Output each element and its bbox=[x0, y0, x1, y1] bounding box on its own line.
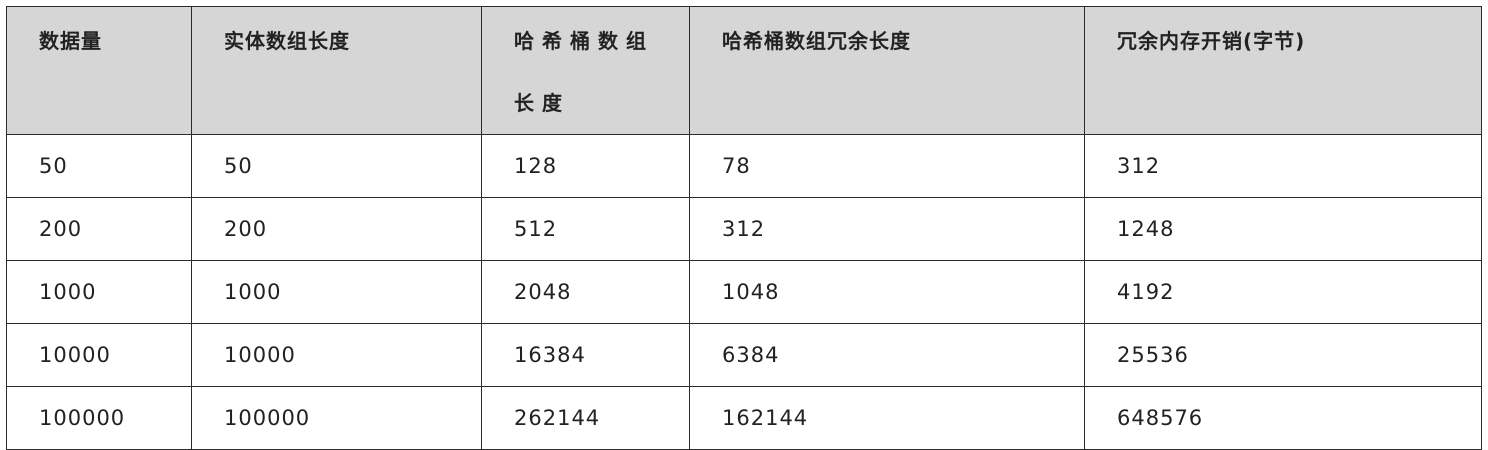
cell-redundant-memory-overhead: 648576 bbox=[1084, 386, 1482, 450]
cell-hash-bucket-redundant-length: 312 bbox=[689, 197, 1085, 261]
header-data-volume: 数据量 bbox=[6, 6, 192, 135]
table-row: 200 200 512 312 1248 bbox=[6, 197, 1482, 261]
table-row: 1000 1000 2048 1048 4192 bbox=[6, 260, 1482, 324]
cell-hash-bucket-redundant-length: 1048 bbox=[689, 260, 1085, 324]
cell-data-volume: 200 bbox=[6, 197, 192, 261]
cell-entity-array-length: 100000 bbox=[191, 386, 482, 450]
table-header: 数据量 实体数组长度 哈希桶数组长度 哈希桶数组冗余长度 冗余内存开销(字节) bbox=[6, 6, 1482, 135]
cell-hash-bucket-array-length: 2048 bbox=[481, 260, 690, 324]
cell-hash-bucket-array-length: 262144 bbox=[481, 386, 690, 450]
data-table: 数据量 实体数组长度 哈希桶数组长度 哈希桶数组冗余长度 冗余内存开销(字节) … bbox=[6, 6, 1482, 450]
cell-hash-bucket-array-length: 512 bbox=[481, 197, 690, 261]
table-row: 50 50 128 78 312 bbox=[6, 134, 1482, 198]
cell-redundant-memory-overhead: 312 bbox=[1084, 134, 1482, 198]
header-redundant-memory-overhead: 冗余内存开销(字节) bbox=[1084, 6, 1482, 135]
header-entity-array-length: 实体数组长度 bbox=[191, 6, 482, 135]
cell-data-volume: 10000 bbox=[6, 323, 192, 387]
cell-hash-bucket-array-length: 128 bbox=[481, 134, 690, 198]
cell-hash-bucket-redundant-length: 6384 bbox=[689, 323, 1085, 387]
header-row: 数据量 实体数组长度 哈希桶数组长度 哈希桶数组冗余长度 冗余内存开销(字节) bbox=[6, 6, 1482, 135]
cell-hash-bucket-array-length: 16384 bbox=[481, 323, 690, 387]
cell-entity-array-length: 1000 bbox=[191, 260, 482, 324]
cell-entity-array-length: 200 bbox=[191, 197, 482, 261]
cell-hash-bucket-redundant-length: 78 bbox=[689, 134, 1085, 198]
cell-entity-array-length: 10000 bbox=[191, 323, 482, 387]
cell-data-volume: 100000 bbox=[6, 386, 192, 450]
cell-entity-array-length: 50 bbox=[191, 134, 482, 198]
cell-redundant-memory-overhead: 25536 bbox=[1084, 323, 1482, 387]
cell-redundant-memory-overhead: 4192 bbox=[1084, 260, 1482, 324]
table-row: 100000 100000 262144 162144 648576 bbox=[6, 386, 1482, 450]
table-body: 50 50 128 78 312 200 200 512 312 1248 10… bbox=[6, 134, 1482, 450]
cell-redundant-memory-overhead: 1248 bbox=[1084, 197, 1482, 261]
table-row: 10000 10000 16384 6384 25536 bbox=[6, 323, 1482, 387]
header-hash-bucket-redundant-length: 哈希桶数组冗余长度 bbox=[689, 6, 1085, 135]
cell-data-volume: 50 bbox=[6, 134, 192, 198]
header-hash-bucket-array-length: 哈希桶数组长度 bbox=[481, 6, 690, 135]
cell-hash-bucket-redundant-length: 162144 bbox=[689, 386, 1085, 450]
cell-data-volume: 1000 bbox=[6, 260, 192, 324]
